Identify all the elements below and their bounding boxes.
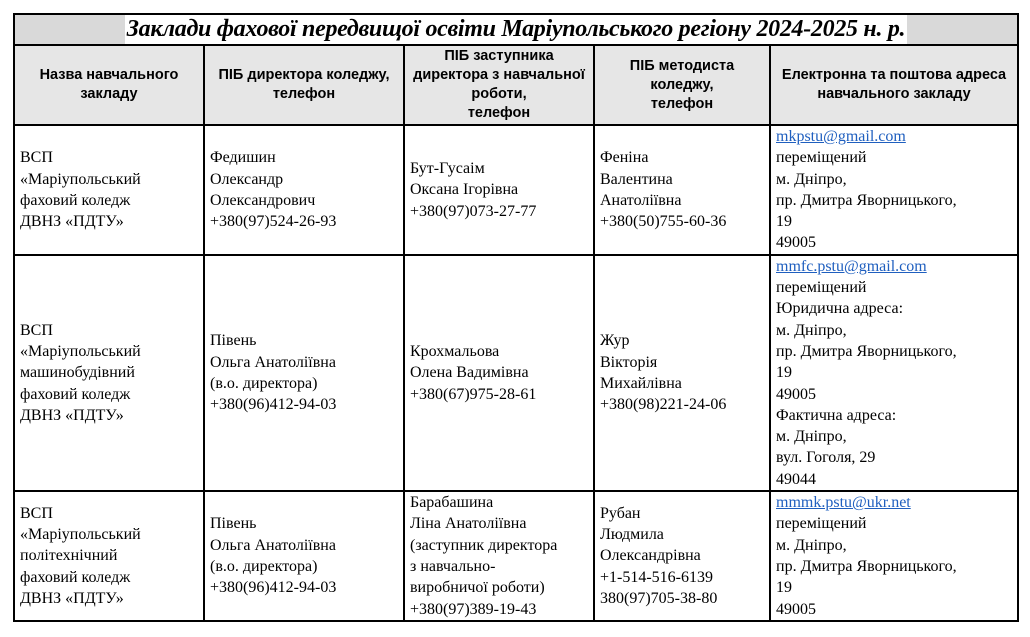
table-row: ВСП «Маріупольський фаховий коледж ДВНЗ …: [13, 124, 1020, 256]
header-methodist: ПІБ методиста коледжу, телефон: [593, 44, 771, 126]
postal-address: переміщений м. Дніпро, пр. Дмитра Яворни…: [776, 149, 957, 252]
header-name: Назва навчального закладу: [13, 44, 205, 126]
table-row: ВСП «Маріупольський машинобудівний фахов…: [13, 253, 1020, 493]
methodist-cell: Рубан Людмила Олександрівна +1-514-516-6…: [593, 490, 771, 623]
director-cell: Півень Ольга Анатоліївна (в.о. директора…: [203, 253, 405, 493]
address-cell: mmmk.pstu@ukr.net переміщений м. Дніпро, …: [768, 490, 1020, 623]
methodist-cell: Феніна Валентина Анатоліївна +380(50)755…: [593, 124, 771, 256]
colleges-table: Заклади фахової передвищої освіти Маріуп…: [12, 13, 1020, 623]
deputy-cell: Барабашина Ліна Анатоліївна (заступник д…: [403, 490, 595, 623]
director-cell: Півень Ольга Анатоліївна (в.о. директора…: [203, 490, 405, 623]
table-row: ВСП «Маріупольський політехнічний фахови…: [13, 490, 1020, 623]
methodist-cell: Жур Вікторія Михайлівна +380(98)221-24-0…: [593, 253, 771, 493]
deputy-cell: Бут-Гусаім Оксана Ігорівна +380(97)073-2…: [403, 124, 595, 256]
email-link[interactable]: mmfc.pstu@gmail.com: [776, 257, 927, 275]
address-cell: mkpstu@gmail.com переміщений м. Дніпро, п…: [768, 124, 1020, 256]
deputy-cell: Крохмальова Олена Вадимівна +380(67)975-…: [403, 253, 595, 493]
college-name: ВСП «Маріупольський політехнічний фахови…: [13, 490, 205, 623]
header-address: Електронна та поштова адреса навчального…: [768, 44, 1020, 126]
header-row: Назва навчального закладу ПІБ директора …: [13, 44, 1020, 126]
email-link[interactable]: mmmk.pstu@ukr.net: [776, 494, 911, 512]
college-name: ВСП «Маріупольський машинобудівний фахов…: [13, 253, 205, 493]
table-title: Заклади фахової передвищої освіти Маріуп…: [124, 15, 908, 44]
address-cell: mmfc.pstu@gmail.com переміщений Юридична …: [768, 253, 1020, 493]
title-row: Заклади фахової передвищої освіти Маріуп…: [12, 13, 1020, 46]
director-cell: Федишин Олександр Олександрович +380(97)…: [203, 124, 405, 256]
header-deputy: ПІБ заступника директора з навчальної ро…: [403, 44, 595, 126]
college-name: ВСП «Маріупольський фаховий коледж ДВНЗ …: [13, 124, 205, 256]
postal-address: переміщений м. Дніпро, пр. Дмитра Яворни…: [776, 515, 957, 618]
postal-address: переміщений Юридична адреса: м. Дніпро, …: [776, 279, 957, 488]
email-link[interactable]: mkpstu@gmail.com: [776, 128, 906, 145]
header-director: ПІБ директора коледжу, телефон: [203, 44, 405, 126]
